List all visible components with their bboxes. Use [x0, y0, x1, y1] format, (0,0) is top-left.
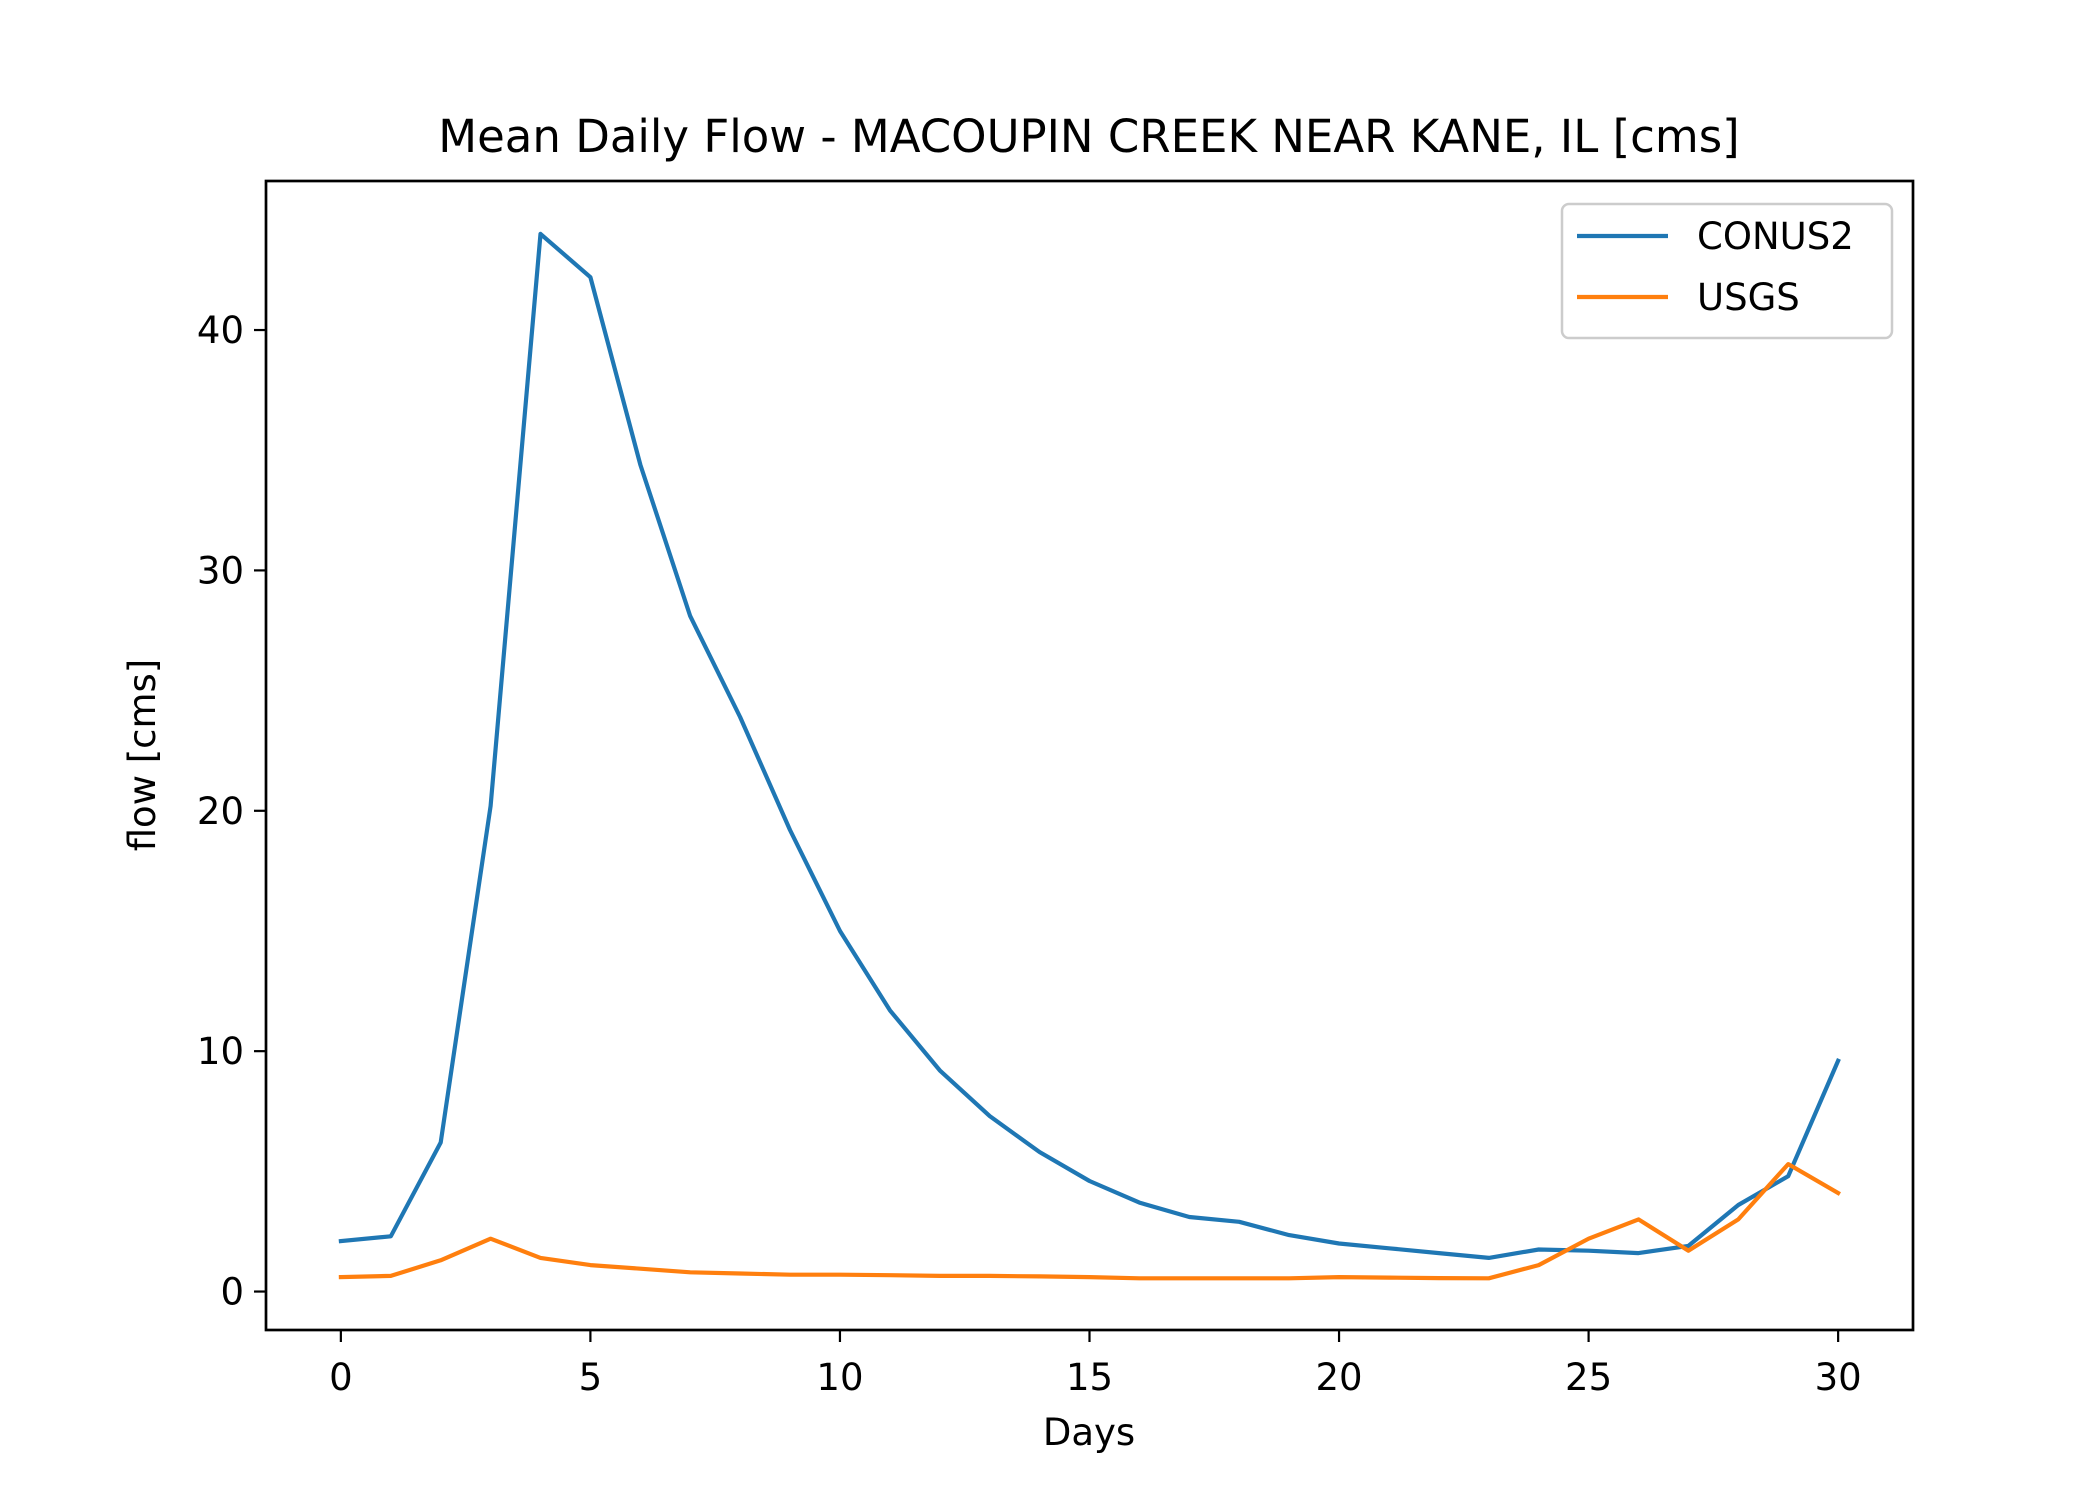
x-axis: 0 5 10 15 20 25 30	[329, 1330, 1862, 1399]
plot-background	[266, 181, 1913, 1330]
x-tick-label: 10	[816, 1356, 863, 1399]
y-tick-label: 0	[220, 1271, 244, 1314]
y-tick-label: 20	[197, 790, 244, 833]
legend-label-conus2: CONUS2	[1697, 215, 1854, 258]
x-axis-label: Days	[1043, 1411, 1135, 1454]
chart-title: Mean Daily Flow - MACOUPIN CREEK NEAR KA…	[438, 110, 1739, 163]
x-tick-label: 20	[1315, 1356, 1362, 1399]
series-line-conus2	[338, 231, 1841, 1261]
plot-area: 0 5 10 15 20 25 30 0 10 20 30 40	[197, 179, 1915, 1399]
legend-label-usgs: USGS	[1697, 276, 1800, 319]
plot-frame	[264, 179, 1915, 1332]
x-tick-label: 25	[1565, 1356, 1612, 1399]
y-axis-label: flow [cms]	[121, 659, 164, 852]
y-tick-label: 40	[197, 309, 244, 352]
y-tick-label: 30	[197, 549, 244, 592]
x-tick-label: 15	[1066, 1356, 1113, 1399]
series-lines	[338, 231, 1841, 1281]
x-tick-label: 30	[1815, 1356, 1862, 1399]
x-tick-label: 5	[579, 1356, 603, 1399]
y-axis: 0 10 20 30 40	[197, 309, 266, 1314]
y-tick-label: 10	[197, 1030, 244, 1073]
legend: CONUS2 USGS	[1560, 202, 1894, 340]
series-line-usgs	[338, 1161, 1841, 1281]
x-tick-label: 0	[329, 1356, 353, 1399]
